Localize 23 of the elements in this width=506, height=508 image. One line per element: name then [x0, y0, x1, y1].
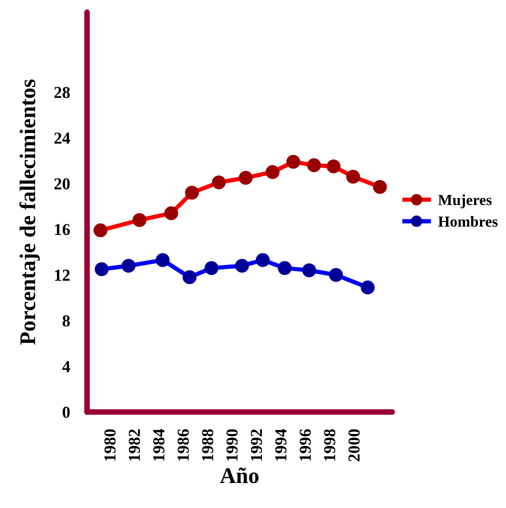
x-tick-label: 1996 — [300, 429, 311, 461]
x-tick-label: 1984 — [153, 428, 164, 461]
y-tick-label: 12 — [55, 270, 70, 281]
y-tick-label: 4 — [62, 361, 70, 372]
x-axis-title: Año — [220, 468, 259, 484]
legend-label: Mujeres — [438, 194, 492, 208]
y-axis-title: Porcentaje de fallecimientos — [19, 80, 40, 345]
x-tick-label: 1986 — [178, 429, 189, 461]
x-tick-label: 1990 — [226, 429, 238, 461]
x-tick-label: 1988 — [202, 429, 214, 461]
x-tick-label: 1980 — [104, 429, 116, 461]
legend-label: Hombres — [438, 216, 498, 227]
y-tick-label: 8 — [62, 315, 70, 327]
x-tick-label: 1992 — [250, 429, 262, 461]
y-tick-label: 16 — [55, 224, 70, 236]
y-tick-label: 24 — [54, 132, 70, 144]
x-tick-label: 1982 — [128, 429, 140, 461]
x-tick-label: 1998 — [324, 429, 336, 461]
y-tick-label: 0 — [62, 406, 70, 418]
x-tick-label: 1994 — [275, 428, 286, 461]
x-tick-label: 2000 — [348, 429, 360, 462]
y-tick-label: 20 — [54, 178, 70, 190]
y-tick-label: 28 — [54, 86, 70, 98]
